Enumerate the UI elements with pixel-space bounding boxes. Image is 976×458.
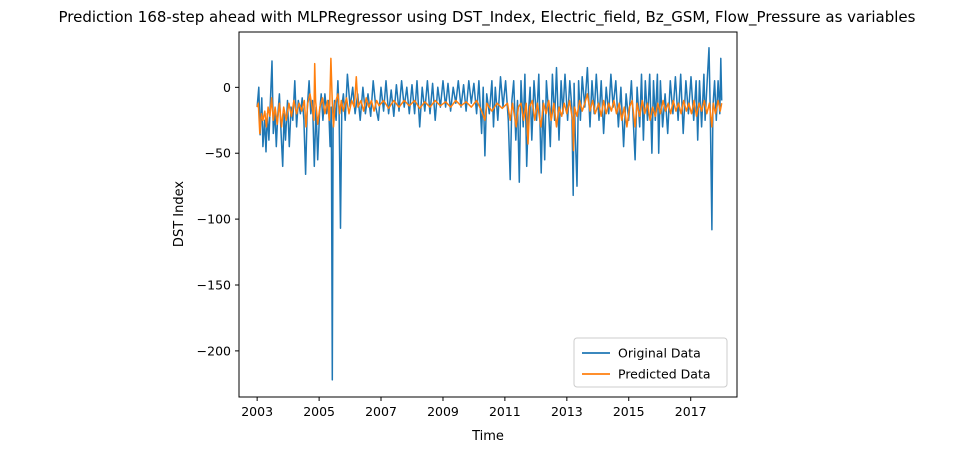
y-axis-label: DST Index (172, 181, 187, 247)
x-tick-label-2: 2007 (365, 404, 397, 419)
y-tick-label-3: −150 (197, 277, 231, 292)
series-layer (256, 47, 723, 381)
x-tick-label-0: 2003 (241, 404, 273, 419)
plot-frame (238, 31, 738, 398)
x-tick-label-7: 2017 (675, 404, 707, 419)
series-line-0 (256, 47, 723, 381)
y-axis: 0 −50 −100 −150 −200 (197, 80, 239, 358)
x-tick-label-1: 2005 (303, 404, 335, 419)
x-tick-label-3: 2009 (427, 404, 459, 419)
legend-box (573, 337, 728, 388)
x-tick-label-4: 2011 (489, 404, 521, 419)
legend-label-1: Predicted Data (618, 367, 711, 382)
legend-label-0: Original Data (618, 346, 701, 361)
x-tick-label-6: 2015 (613, 404, 645, 419)
x-tick-label-5: 2013 (551, 404, 583, 419)
chart-title: Prediction 168-step ahead with MLPRegres… (59, 8, 916, 27)
x-axis: 2003 2005 2007 2009 2011 2013 2015 2017 (241, 397, 707, 419)
y-tick-label-2: −100 (197, 212, 231, 227)
y-tick-label-0: 0 (223, 80, 231, 95)
series-line-1 (256, 57, 723, 152)
x-axis-label: Time (471, 429, 504, 444)
y-tick-label-1: −50 (205, 146, 231, 161)
y-tick-label-4: −200 (197, 343, 231, 358)
legend: Original Data Predicted Data (573, 337, 728, 388)
